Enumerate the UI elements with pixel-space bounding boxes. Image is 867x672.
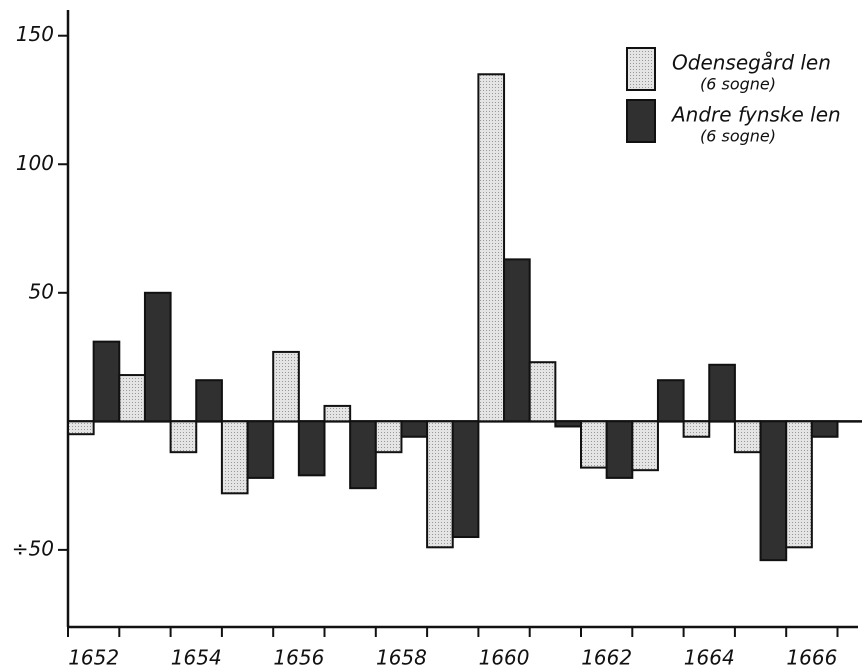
legend-label: Odensegård len (672, 51, 831, 75)
x-tick-label: 1660 (479, 646, 530, 670)
bar (143, 291, 172, 423)
bar (759, 420, 788, 562)
bar (67, 420, 95, 436)
y-tick-label: 50 (29, 279, 54, 303)
bar (785, 420, 813, 549)
bar (631, 420, 659, 472)
legend-label: Andre fynske len (670, 103, 841, 127)
bar (118, 374, 146, 423)
x-tick-label: 1652 (68, 646, 119, 670)
y-tick-label: 150 (16, 22, 54, 46)
x-tick-label: 1666 (786, 646, 837, 670)
bar (733, 420, 762, 454)
bar (503, 258, 531, 423)
bar (169, 420, 198, 454)
bar (297, 420, 326, 477)
bar (92, 340, 121, 423)
bar (810, 420, 839, 438)
legend-swatch (626, 47, 656, 91)
bar (323, 404, 352, 423)
x-tick-label: 1662 (581, 646, 632, 670)
bar (708, 363, 736, 423)
bar (656, 379, 685, 423)
bar (580, 420, 608, 469)
legend-note: (6 sogne) (700, 75, 776, 94)
x-tick-label: 1654 (171, 646, 222, 670)
bar (477, 73, 506, 423)
bar (451, 420, 480, 539)
legend-note: (6 sogne) (700, 127, 776, 146)
bar (374, 420, 403, 454)
legend-swatch (626, 99, 656, 143)
bar (426, 420, 454, 549)
bar (349, 420, 377, 490)
x-tick-label: 1658 (376, 646, 427, 670)
y-tick-label: ÷50 (12, 536, 54, 560)
bar (400, 420, 429, 438)
bar (554, 420, 582, 428)
bar (682, 420, 711, 438)
bar (246, 420, 275, 479)
x-tick-label: 1656 (273, 646, 324, 670)
bar (220, 420, 249, 495)
bar (195, 379, 223, 423)
bar (272, 350, 300, 423)
x-tick-label: 1664 (684, 646, 735, 670)
bar (605, 420, 634, 479)
y-tick-label: 100 (16, 151, 54, 175)
bar (528, 361, 557, 423)
